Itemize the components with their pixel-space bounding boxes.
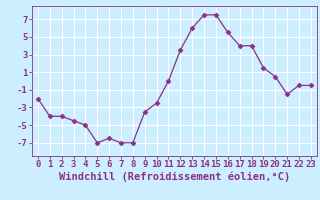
X-axis label: Windchill (Refroidissement éolien,°C): Windchill (Refroidissement éolien,°C) [59, 172, 290, 182]
